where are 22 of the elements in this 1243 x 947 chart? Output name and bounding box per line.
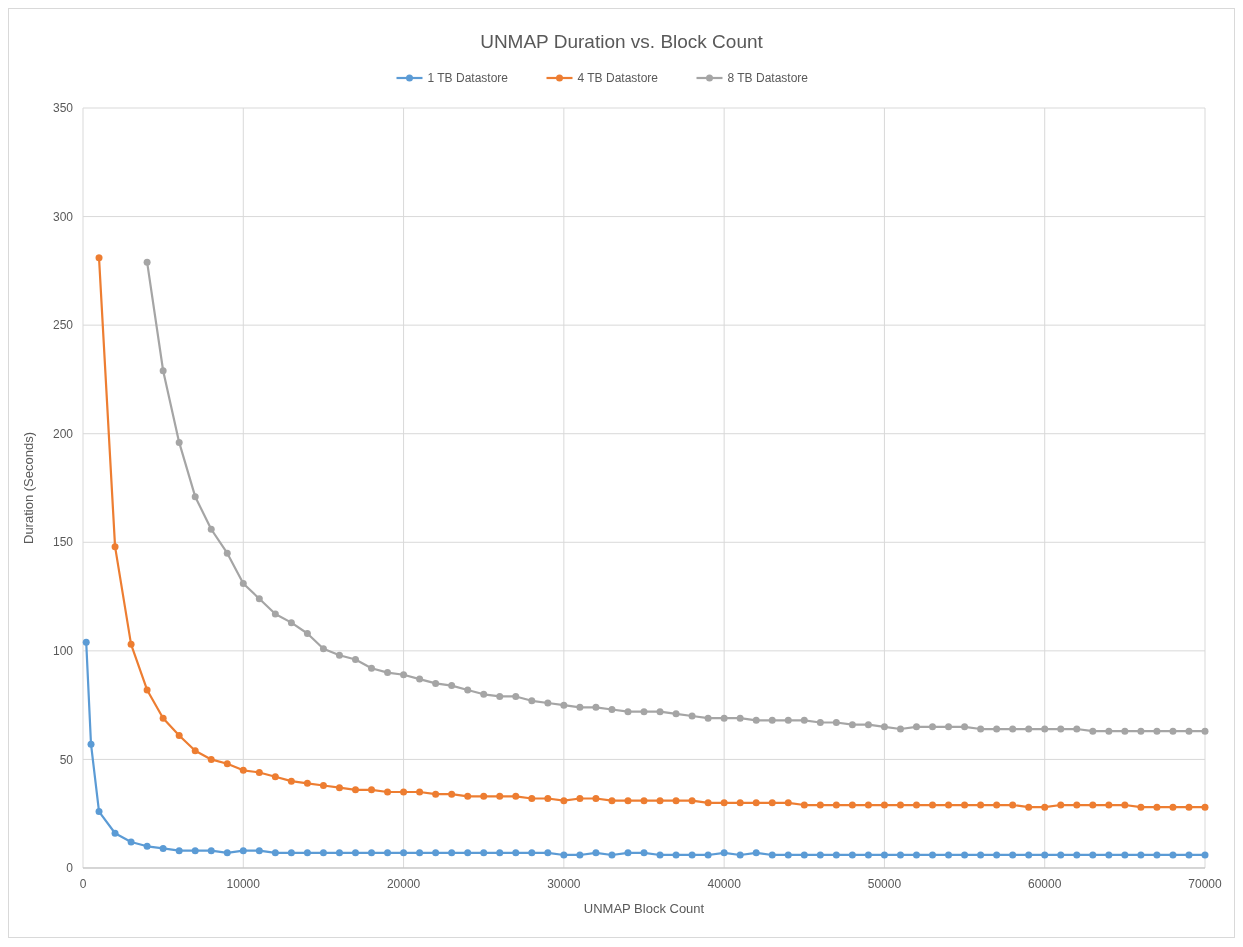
x-tick-label: 70000 <box>1188 877 1223 891</box>
y-tick-label: 250 <box>52 318 74 333</box>
y-tick-label: 300 <box>52 209 74 224</box>
x-tick-label: 30000 <box>547 877 581 891</box>
legend-label: 4 TB Datastore <box>577 71 659 86</box>
y-axis-title: Duration (Seconds) <box>21 432 36 544</box>
y-tick-label: 150 <box>52 535 74 550</box>
x-tick-label: 10000 <box>226 877 261 891</box>
x-axis-title: UNMAP Block Count <box>583 901 705 916</box>
y-tick-label: 200 <box>52 426 74 441</box>
x-tick-label: 60000 <box>1028 877 1062 891</box>
x-tick-label: 0 <box>79 877 87 891</box>
y-tick-label: 50 <box>59 752 74 767</box>
y-tick-label: 100 <box>52 644 74 659</box>
chart-title: UNMAP Duration vs. Block Count <box>480 31 764 52</box>
legend-label: 1 TB Datastore <box>427 71 509 86</box>
y-tick-label: 0 <box>66 861 74 876</box>
x-tick-label: 50000 <box>867 877 902 891</box>
x-tick-label: 40000 <box>707 877 742 891</box>
legend-label: 8 TB Datastore <box>727 71 809 86</box>
x-tick-label: 20000 <box>386 877 421 891</box>
y-tick-label: 350 <box>52 101 74 116</box>
